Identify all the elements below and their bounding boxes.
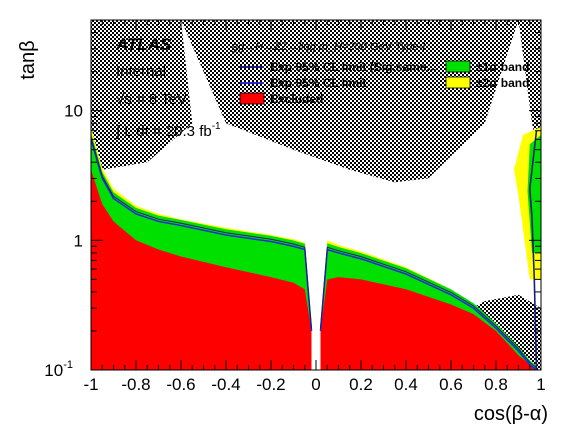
energy-label: √s = 8 TeV (116, 91, 187, 108)
legend-box-swatch (445, 60, 471, 73)
luminosity-exponent: -1 (212, 121, 221, 132)
luminosity-label: ∫ L dt = 20.3 fb-1 (115, 121, 221, 140)
x-tick-label: 0 (311, 375, 320, 394)
x-tick-label: 0.2 (349, 375, 373, 394)
y-tick-label: 10-1 (44, 359, 73, 380)
expected-limit-same-line-left-branch (91, 137, 312, 329)
legend-label: Exp 95% CL limit (270, 76, 366, 90)
y-tick-label: 10 (64, 102, 83, 121)
x-tick-label: -1 (83, 375, 98, 394)
expected-limit-same-line-right-branch (320, 246, 537, 369)
x-tick-label: -0.4 (211, 375, 240, 394)
x-tick-label: 1 (536, 375, 545, 394)
legend: Exp 95% CL limit (Sig.same... Exp 95% CL … (239, 60, 529, 106)
process-label: gg→H→ZZ→llqq m_H=200 GeV Type-I (232, 41, 425, 53)
hatched-region-upper-right (518, 20, 541, 163)
expected-limit-line-left-branch (91, 139, 313, 332)
legend-label: Exp 95% CL limit (Sig.same... (270, 60, 437, 74)
x-tick-label: -0.6 (166, 375, 195, 394)
legend-label: ±2σ band (476, 76, 529, 90)
hatched-region-upper-left (91, 20, 193, 170)
expected-limit-line-right-branch (319, 248, 538, 370)
y-tick-exponent: -1 (63, 359, 73, 371)
x-tick-label: -0.2 (256, 375, 285, 394)
legend-box-swatch (445, 76, 471, 89)
x-tick-label: 0.8 (484, 375, 508, 394)
legend-label: Excluded (270, 92, 323, 106)
excluded-region-right-branch (320, 277, 537, 370)
luminosity-text: ∫ L dt = 20.3 fb (115, 123, 212, 140)
x-axis-label: cos(β-α) (474, 403, 548, 425)
band-1sigma-right-edge (527, 134, 541, 253)
legend-box-swatch (239, 92, 265, 105)
expected-limit-right-edge-line (528, 130, 538, 370)
hatched-region-upper-middle (181, 20, 519, 183)
experiment-label: ATLAS (115, 35, 172, 54)
y-axis-label: tanβ (17, 40, 39, 79)
y-tick-label: 1 (74, 231, 83, 250)
x-tick-label: -0.8 (121, 375, 150, 394)
x-tick-label: 0.4 (394, 375, 418, 394)
legend-label: ±1σ band (476, 60, 529, 74)
status-label: Internal (116, 63, 166, 80)
excluded-region-left-branch (91, 169, 312, 370)
x-tick-label: 0.6 (439, 375, 463, 394)
annotations: ATLAS Internal √s = 8 TeV ∫ L dt = 20.3 … (115, 35, 425, 140)
